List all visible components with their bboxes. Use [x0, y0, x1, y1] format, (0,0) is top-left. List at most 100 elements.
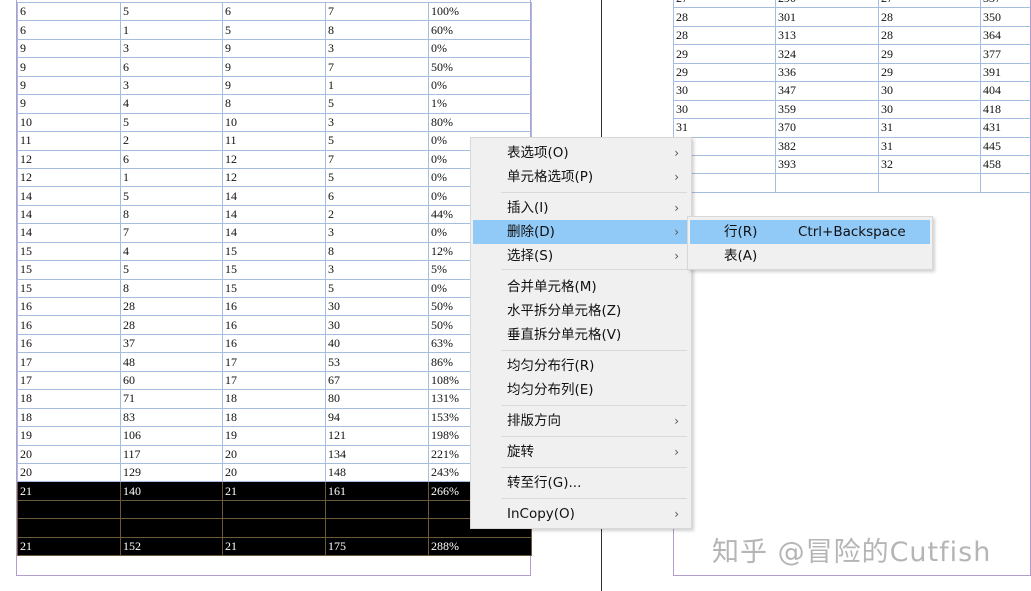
table-cell[interactable]: 40 — [325, 333, 429, 354]
table-row[interactable]: 28 301 28 350 — [673, 7, 1031, 27]
table-row[interactable] — [673, 173, 1031, 193]
menu-item-8[interactable]: 垂直拆分单元格(V) — [473, 323, 689, 347]
table-row[interactable]: 11 2 11 5 0% — [17, 131, 532, 151]
table-cell[interactable]: 31 — [878, 136, 981, 156]
table-cell[interactable]: 16 — [222, 333, 326, 354]
table-cell[interactable]: 175 — [325, 536, 429, 557]
table-row[interactable]: 19 106 19 121 198% — [17, 426, 532, 446]
menu-item-7[interactable]: 水平拆分单元格(Z) — [473, 299, 689, 323]
menu-item-13[interactable]: 转至行(G)... — [473, 471, 689, 495]
table-cell[interactable] — [17, 518, 121, 538]
table-cell[interactable]: 129 — [120, 462, 223, 483]
menu-item-4[interactable]: 删除(D) › — [473, 220, 689, 244]
table-cell[interactable]: 1 — [120, 20, 223, 40]
table-cell[interactable]: 28 — [120, 296, 223, 317]
table-cell[interactable]: 28 — [878, 7, 981, 27]
table-cell[interactable]: 17 — [222, 352, 326, 372]
table-row[interactable]: 15 4 15 8 12% — [17, 241, 532, 262]
table-cell[interactable]: 8 — [325, 20, 429, 40]
table-cell[interactable]: 14 — [222, 223, 326, 243]
table-row[interactable]: 31 370 31 431 — [673, 118, 1031, 138]
table-row[interactable]: 2729027337 — [673, 0, 1031, 9]
table-cell[interactable]: 161 — [325, 481, 429, 501]
table-cell[interactable]: 6 — [120, 149, 223, 169]
table-cell[interactable]: 359 — [775, 99, 879, 120]
table-cell[interactable]: 337 — [980, 0, 1031, 9]
table-cell[interactable]: 32 — [878, 154, 981, 175]
table-cell[interactable]: 9 — [17, 94, 121, 114]
table-cell[interactable]: 4 — [120, 241, 223, 262]
table-cell[interactable]: 14 — [17, 186, 121, 206]
table-cell[interactable]: 1 — [120, 167, 223, 188]
table-cell[interactable]: 17 — [17, 370, 121, 391]
menu-item-12[interactable]: 旋转 › — [473, 440, 689, 464]
table-cell[interactable] — [325, 518, 429, 538]
left-table[interactable]: 6 5 6 7 100% 6 1 5 8 60% 9 3 9 3 0% 9 6 9 7 50% 9 3 9 1 0% 9 4 8 5 1%… — [17, 1, 532, 557]
table-cell[interactable]: 18 — [222, 389, 326, 409]
table-cell[interactable]: 7 — [325, 1, 429, 22]
table-cell[interactable]: 30 — [878, 99, 981, 120]
table-cell[interactable]: 7 — [325, 149, 429, 169]
table-cell[interactable]: 27 — [878, 0, 981, 9]
table-cell[interactable]: 364 — [980, 25, 1031, 46]
table-cell[interactable]: 29 — [673, 44, 776, 64]
table-cell[interactable]: 18 — [222, 407, 326, 428]
table-cell[interactable]: 16 — [17, 315, 121, 335]
table-cell[interactable]: 3 — [120, 38, 223, 59]
table-cell[interactable]: 53 — [325, 352, 429, 372]
table-cell[interactable] — [222, 499, 326, 520]
table-cell[interactable]: 80% — [428, 112, 532, 133]
table-cell[interactable]: 48 — [120, 352, 223, 372]
menu-item-9[interactable]: 均匀分布行(R) — [473, 354, 689, 378]
table-row[interactable]: 14 5 14 6 0% — [17, 186, 532, 206]
table-cell[interactable]: 30 — [325, 296, 429, 317]
table-cell[interactable]: 117 — [120, 444, 223, 464]
table-cell[interactable]: 148 — [325, 462, 429, 483]
table-cell[interactable]: 290 — [775, 0, 879, 9]
table-cell[interactable]: 3 — [325, 223, 429, 243]
table-cell[interactable]: 6 — [17, 1, 121, 22]
table-cell[interactable]: 30 — [673, 81, 776, 101]
table-cell[interactable]: 5 — [120, 260, 223, 280]
table-cell[interactable]: 19 — [17, 426, 121, 446]
table-cell[interactable] — [222, 518, 326, 538]
table-row[interactable]: 9 3 9 1 0% — [17, 75, 532, 96]
table-cell[interactable]: 28 — [673, 7, 776, 27]
table-cell[interactable]: 5 — [120, 186, 223, 206]
table-cell[interactable]: 28 — [878, 25, 981, 46]
table-row[interactable]: 21 140 21 161 266% — [17, 481, 532, 501]
table-cell[interactable]: 3 — [325, 112, 429, 133]
table-cell[interactable]: 5 — [325, 94, 429, 114]
table-cell[interactable]: 12 — [17, 149, 121, 169]
table-cell[interactable]: 15 — [222, 241, 326, 262]
table-cell[interactable]: 5 — [325, 167, 429, 188]
table-row[interactable]: 6 5 6 7 100% — [17, 1, 532, 22]
table-cell[interactable]: 30 — [878, 81, 981, 101]
table-cell[interactable]: 11 — [222, 131, 326, 151]
table-cell[interactable]: 9 — [17, 75, 121, 96]
table-cell[interactable]: 106 — [120, 426, 223, 446]
table-cell[interactable]: 28 — [673, 25, 776, 46]
table-cell[interactable]: 9 — [222, 38, 326, 59]
table-row[interactable]: 18 71 18 80 131% — [17, 389, 532, 409]
table-row[interactable]: 9 4 8 5 1% — [17, 94, 532, 114]
menu-item-14[interactable]: InCopy(O) › — [473, 502, 689, 526]
table-cell[interactable]: 134 — [325, 444, 429, 464]
table-cell[interactable]: 21 — [17, 536, 121, 557]
table-cell[interactable]: 14 — [222, 204, 326, 225]
table-cell[interactable]: 6 — [325, 186, 429, 206]
table-row[interactable] — [17, 518, 532, 538]
table-cell[interactable]: 15 — [222, 260, 326, 280]
menu-item-2[interactable]: 单元格选项(P) › — [473, 165, 689, 189]
table-cell[interactable]: 20 — [17, 444, 121, 464]
table-cell[interactable]: 8 — [325, 241, 429, 262]
table-cell[interactable] — [120, 518, 223, 538]
table-cell[interactable]: 0% — [428, 75, 532, 96]
table-cell[interactable]: 15 — [17, 241, 121, 262]
table-cell[interactable]: 10 — [17, 112, 121, 133]
table-row[interactable]: 20 117 20 134 221% — [17, 444, 532, 464]
table-row[interactable] — [17, 499, 532, 520]
table-cell[interactable]: 5 — [120, 1, 223, 22]
table-cell[interactable]: 30 — [325, 315, 429, 335]
table-cell[interactable]: 7 — [120, 223, 223, 243]
